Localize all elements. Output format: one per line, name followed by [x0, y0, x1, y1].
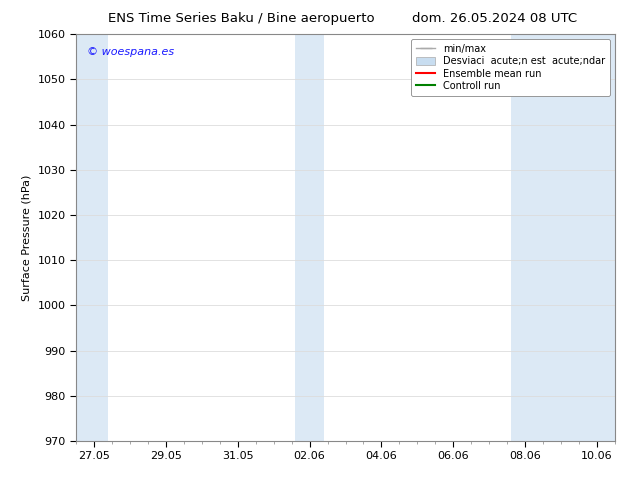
Bar: [511, 34, 615, 441]
Bar: [76, 34, 108, 441]
Legend: min/max, Desviaci  acute;n est  acute;ndar, Ensemble mean run, Controll run: min/max, Desviaci acute;n est acute;ndar…: [411, 39, 610, 96]
Text: ENS Time Series Baku / Bine aeropuerto: ENS Time Series Baku / Bine aeropuerto: [108, 12, 374, 25]
Text: dom. 26.05.2024 08 UTC: dom. 26.05.2024 08 UTC: [412, 12, 577, 25]
Y-axis label: Surface Pressure (hPa): Surface Pressure (hPa): [22, 174, 32, 301]
Text: © woespana.es: © woespana.es: [87, 47, 174, 56]
Bar: [295, 34, 324, 441]
